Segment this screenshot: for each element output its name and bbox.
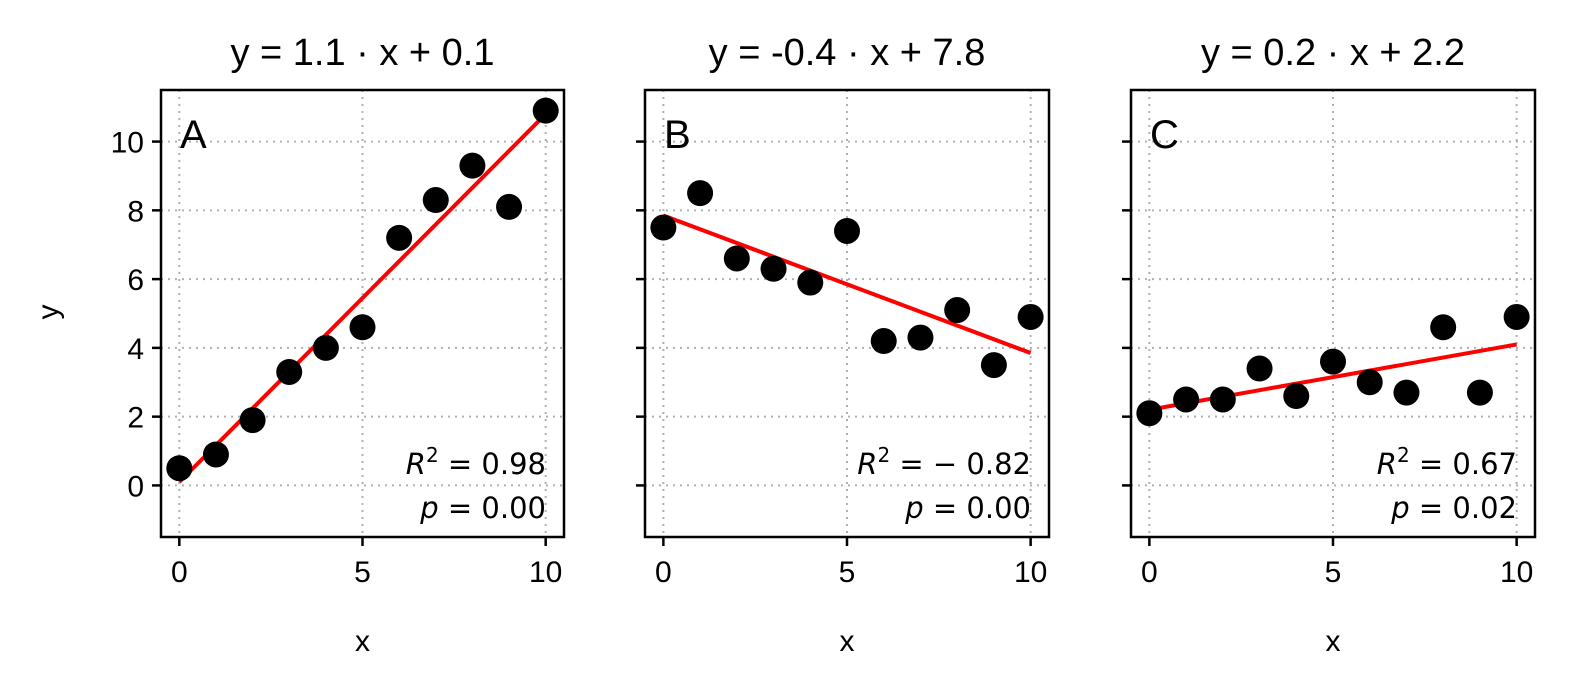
data-point <box>907 324 934 351</box>
data-point <box>1393 379 1420 406</box>
y-tick-label: 4 <box>127 333 144 366</box>
x-axis-label: x <box>1326 625 1341 658</box>
p-symbol: p <box>1390 491 1409 525</box>
chart-title: y = -0.4 · x + 7.8 <box>709 32 986 74</box>
y-tick-label: 2 <box>127 402 144 435</box>
panel-b: 0 5 10 y = -0.4 · x + 7.8 x B R2 = − 0.82 p = 0… <box>636 32 1051 658</box>
x-axis-label: x <box>355 625 370 658</box>
data-point <box>687 180 714 207</box>
data-point <box>496 193 523 220</box>
data-point <box>239 407 266 434</box>
data-point <box>459 152 486 179</box>
data-point <box>166 455 193 482</box>
p-value: = 0.00 <box>439 491 546 525</box>
r-squared-exponent: 2 <box>877 443 890 467</box>
p-symbol: p <box>419 491 438 525</box>
data-point <box>650 214 677 241</box>
chart-title: y = 0.2 · x + 2.2 <box>1201 32 1465 74</box>
data-point <box>276 358 303 385</box>
chart-title: y = 1.1 · x + 0.1 <box>230 32 494 74</box>
data-point <box>202 441 229 468</box>
data-point <box>1283 383 1310 410</box>
r-squared-symbol: R <box>406 447 426 481</box>
data-point <box>1466 379 1493 406</box>
r-squared-value: = 0.67 <box>1410 447 1517 481</box>
r-squared-symbol: R <box>857 447 877 481</box>
data-point <box>422 187 449 214</box>
x-tick-label: 5 <box>839 556 856 589</box>
y-axis-label: y <box>32 305 65 320</box>
r-squared-exponent: 2 <box>1397 443 1410 467</box>
data-point <box>1209 386 1236 413</box>
x-axis-label: x <box>840 625 855 658</box>
r-squared-exponent: 2 <box>426 443 439 467</box>
data-point <box>980 352 1007 379</box>
data-point <box>1430 314 1457 341</box>
x-tick-label: 5 <box>354 556 371 589</box>
x-tick-label: 0 <box>1141 556 1158 589</box>
data-point <box>834 217 860 244</box>
data-point <box>1356 369 1383 396</box>
y-tick-label: 8 <box>127 195 144 228</box>
data-point <box>760 255 787 282</box>
r-squared-annotation: R2 = 0.67 <box>1377 443 1517 481</box>
data-point <box>944 297 971 324</box>
r-squared-symbol: R <box>1377 447 1397 481</box>
data-point <box>312 334 339 361</box>
x-tick-label: 10 <box>1014 556 1047 589</box>
r-squared-value: = 0.98 <box>439 447 546 481</box>
p-value: = 0.00 <box>924 491 1031 525</box>
data-point <box>1503 303 1530 330</box>
p-value-annotation: p = 0.02 <box>1390 491 1517 525</box>
x-tick-label: 5 <box>1325 556 1342 589</box>
data-point <box>723 245 750 272</box>
data-point <box>386 224 413 251</box>
panel-letter: A <box>180 113 207 157</box>
p-value-annotation: p = 0.00 <box>419 491 546 525</box>
data-point <box>1320 348 1346 375</box>
y-tick-label: 10 <box>111 127 144 160</box>
x-tick-label: 10 <box>1500 556 1533 589</box>
x-tick-label: 0 <box>171 556 188 589</box>
x-tick-label: 10 <box>529 556 562 589</box>
p-symbol: p <box>904 491 923 525</box>
p-value: = 0.02 <box>1410 491 1517 525</box>
panel-letter: C <box>1150 113 1179 157</box>
p-value-annotation: p = 0.00 <box>904 491 1031 525</box>
data-point <box>1246 355 1273 382</box>
fit-line <box>662 213 1032 355</box>
panel-letter: B <box>664 113 691 157</box>
r-squared-annotation: R2 = − 0.82 <box>857 443 1031 481</box>
x-tick-label: 0 <box>655 556 672 589</box>
data-point <box>1173 386 1200 413</box>
y-tick-label: 0 <box>127 470 144 503</box>
y-tick-label: 6 <box>127 264 144 297</box>
data-point <box>1017 303 1044 330</box>
data-point <box>797 269 824 296</box>
r-squared-annotation: R2 = 0.98 <box>406 443 546 481</box>
data-point <box>532 97 559 124</box>
data-point <box>870 328 897 355</box>
data-point <box>1136 400 1163 427</box>
data-point <box>349 314 376 341</box>
r-squared-value: = − 0.82 <box>890 447 1031 481</box>
